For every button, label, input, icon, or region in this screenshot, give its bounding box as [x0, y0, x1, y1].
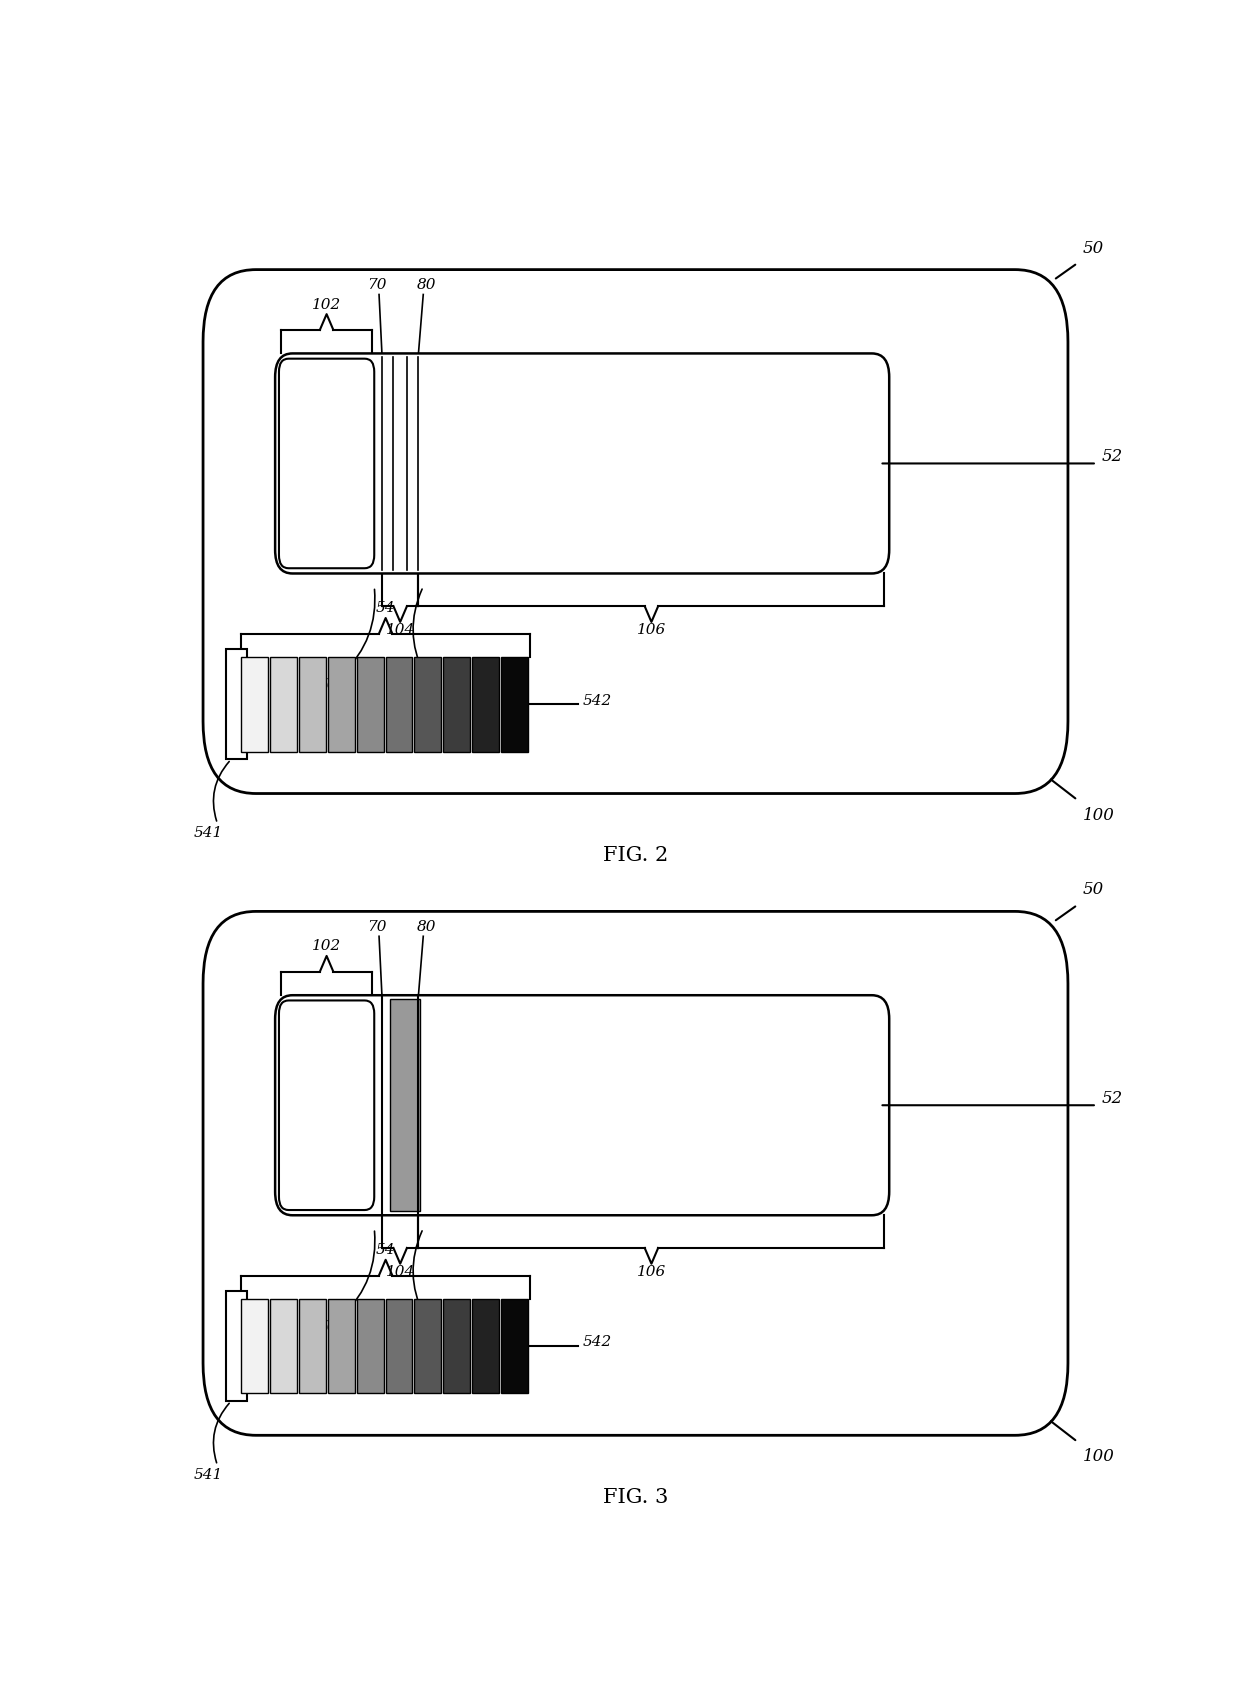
Bar: [242, 1300, 268, 1393]
Text: 70: 70: [367, 920, 387, 934]
FancyBboxPatch shape: [203, 270, 1068, 793]
FancyBboxPatch shape: [275, 354, 889, 573]
FancyBboxPatch shape: [279, 1000, 374, 1209]
Bar: [357, 1300, 383, 1393]
Text: 542: 542: [583, 1335, 611, 1349]
Text: 102: 102: [312, 939, 341, 953]
Text: 70: 70: [367, 277, 387, 293]
FancyBboxPatch shape: [279, 359, 374, 568]
Bar: [327, 657, 355, 752]
Bar: [472, 1300, 498, 1393]
Text: 50: 50: [1083, 240, 1104, 257]
Text: 80: 80: [417, 277, 436, 293]
Bar: [357, 657, 383, 752]
Text: 54: 54: [376, 1243, 396, 1257]
Bar: [386, 1300, 413, 1393]
Text: 104: 104: [386, 1266, 415, 1279]
Bar: [389, 998, 420, 1211]
Bar: [501, 1300, 528, 1393]
Text: 70': 70': [317, 1320, 341, 1334]
Text: 106: 106: [637, 1266, 666, 1279]
Bar: [501, 657, 528, 752]
Text: 541: 541: [193, 1468, 222, 1482]
Bar: [444, 1300, 470, 1393]
Bar: [270, 657, 298, 752]
Text: 80": 80": [415, 1320, 441, 1334]
Bar: [444, 657, 470, 752]
Bar: [226, 650, 247, 759]
Bar: [414, 1300, 441, 1393]
Bar: [414, 657, 441, 752]
Bar: [299, 1300, 326, 1393]
Bar: [226, 1291, 247, 1402]
Text: 542: 542: [583, 694, 611, 708]
Text: 102: 102: [312, 298, 341, 311]
Text: 80: 80: [417, 920, 436, 934]
Text: FIG. 3: FIG. 3: [603, 1488, 668, 1507]
Text: 54: 54: [376, 602, 396, 616]
Text: 52: 52: [1101, 449, 1123, 466]
Text: FIG. 2: FIG. 2: [603, 845, 668, 864]
FancyBboxPatch shape: [275, 995, 889, 1215]
Bar: [386, 657, 413, 752]
Bar: [270, 1300, 298, 1393]
FancyBboxPatch shape: [203, 912, 1068, 1436]
Bar: [242, 657, 268, 752]
Text: 70': 70': [317, 679, 341, 692]
Text: 100: 100: [1083, 1449, 1115, 1465]
Text: 50: 50: [1083, 881, 1104, 898]
Text: 52: 52: [1101, 1090, 1123, 1107]
Text: 100: 100: [1083, 806, 1115, 823]
Text: 541: 541: [193, 827, 222, 840]
Text: 106: 106: [637, 623, 666, 638]
Bar: [327, 1300, 355, 1393]
Text: 80': 80': [417, 679, 440, 692]
Text: 104: 104: [386, 623, 415, 638]
Bar: [299, 657, 326, 752]
Bar: [472, 657, 498, 752]
